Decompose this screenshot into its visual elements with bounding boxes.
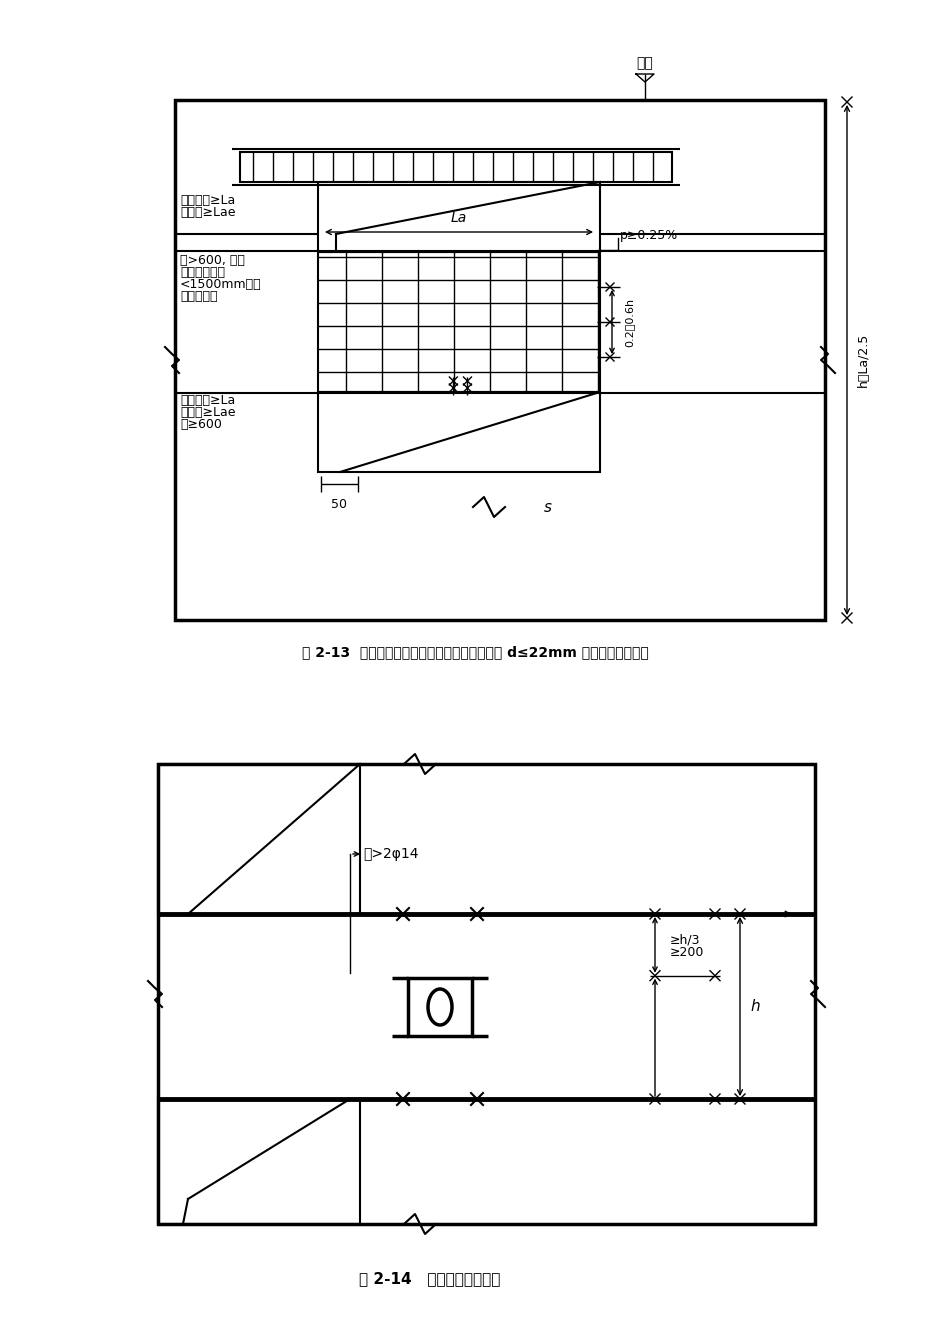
Text: h: h (750, 999, 760, 1013)
Bar (408, 978, 472, 1036)
Bar (158, 763, 815, 1224)
Text: 非抗震时≥La: 非抗震时≥La (180, 394, 236, 406)
Text: 抗震时≥Lae: 抗震时≥Lae (180, 206, 236, 219)
Ellipse shape (428, 989, 452, 1025)
Bar (318, 181, 600, 253)
Text: 抗震时≥Lae: 抗震时≥Lae (180, 406, 236, 418)
Text: h＞La/2.5: h＞La/2.5 (857, 333, 870, 387)
Text: ≥200: ≥200 (670, 946, 704, 960)
Text: 且≥600: 且≥600 (180, 418, 222, 430)
Bar (318, 392, 600, 472)
Text: 各>2φ14: 各>2φ14 (363, 847, 419, 862)
Text: 顶层: 顶层 (636, 56, 654, 70)
Text: 图 2-13  一、二级抗震等级非加强部位纵向钢筋 d≤22mm 时，钢筋搭接构造: 图 2-13 一、二级抗震等级非加强部位纵向钢筋 d≤22mm 时，钢筋搭接构造 (302, 645, 648, 659)
Text: <1500mm箍筋: <1500mm箍筋 (180, 277, 261, 290)
Bar (240, 152, 672, 181)
Bar (318, 253, 600, 392)
Bar (158, 763, 360, 914)
Text: La: La (451, 211, 467, 224)
Text: 非抗震时≥La: 非抗震时≥La (180, 194, 236, 207)
Text: 50: 50 (332, 499, 348, 511)
Text: 直径同跨中: 直径同跨中 (180, 289, 218, 302)
Bar (175, 99, 825, 620)
Bar (158, 1099, 360, 1224)
Text: 0.2～0.6h: 0.2～0.6h (624, 297, 634, 347)
Text: 且>600, 此范: 且>600, 此范 (180, 254, 245, 266)
Text: p≥0.25%: p≥0.25% (620, 230, 678, 242)
Text: 围内箍筋间距: 围内箍筋间距 (180, 266, 225, 278)
Text: ≥h/3: ≥h/3 (670, 933, 700, 946)
Text: 图 2-14   剪力墙连梁的配筋: 图 2-14 剪力墙连梁的配筋 (359, 1271, 501, 1286)
Text: s: s (544, 500, 552, 515)
